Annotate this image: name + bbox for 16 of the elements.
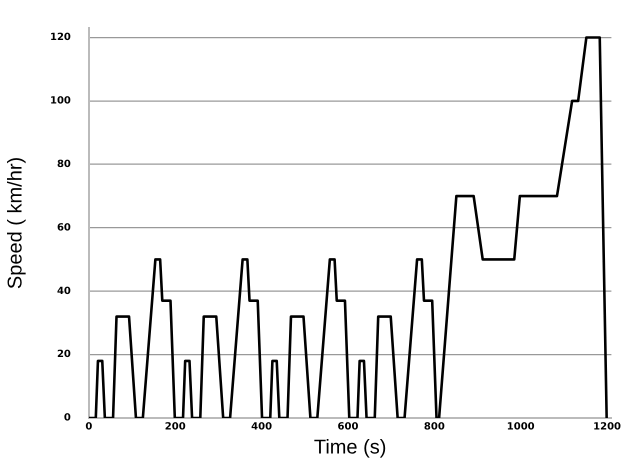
- x-tick-label: 1200: [593, 422, 622, 433]
- x-tick-label: 0: [85, 422, 92, 433]
- x-tick-label: 800: [424, 422, 445, 433]
- y-tick-label: 100: [50, 96, 71, 107]
- y-tick-label: 60: [56, 222, 71, 234]
- y-tick-label: 20: [56, 349, 71, 360]
- x-tick-label: 600: [338, 422, 358, 433]
- x-axis-title: Time (s): [314, 436, 386, 459]
- y-tick-label: 0: [64, 412, 71, 424]
- y-tick-label: 120: [50, 32, 71, 44]
- y-tick-label: 40: [56, 286, 71, 297]
- x-tick-label: 1000: [506, 422, 535, 433]
- x-tick-label: 200: [164, 422, 186, 433]
- y-tick-label: 80: [56, 158, 71, 170]
- y-axis-title: Speed ( km/hr): [4, 156, 27, 290]
- x-tick-label: 400: [251, 422, 272, 433]
